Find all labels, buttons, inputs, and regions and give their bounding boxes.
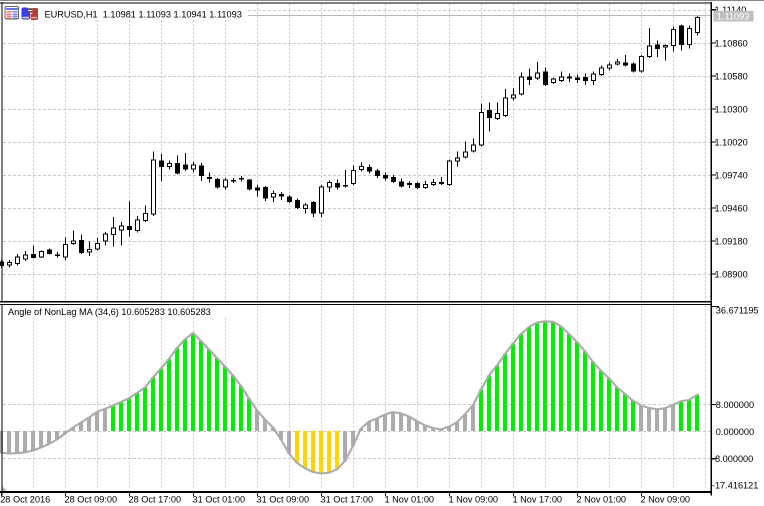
svg-text:2 Nov 01:00: 2 Nov 01:00 [577,494,627,504]
svg-text:28 Oct 2016: 28 Oct 2016 [0,494,50,504]
svg-text:28 Oct 09:00: 28 Oct 09:00 [65,494,118,504]
svg-text:1.09740: 1.09740 [715,170,748,180]
svg-text:1 Nov 01:00: 1 Nov 01:00 [385,494,435,504]
svg-text:1 Nov 17:00: 1 Nov 17:00 [513,494,563,504]
svg-text:0.000000: 0.000000 [716,427,754,437]
svg-text:31 Oct 17:00: 31 Oct 17:00 [321,494,374,504]
svg-text:-17.416121: -17.416121 [712,481,759,491]
svg-text:1.10300: 1.10300 [715,104,748,114]
svg-text:EURUSD,H1 1.10981 1.11093 1.1: EURUSD,H1 1.10981 1.11093 1.10941 1.1109… [45,10,242,20]
svg-text:1.10580: 1.10580 [715,71,748,81]
svg-text:36.671195: 36.671195 [716,306,759,316]
svg-text:-8.000000: -8.000000 [712,454,753,464]
svg-text:1.09460: 1.09460 [715,203,748,213]
svg-text:1.10860: 1.10860 [715,38,748,48]
svg-text:1.11140: 1.11140 [715,5,747,15]
svg-text:1 Nov 09:00: 1 Nov 09:00 [449,494,499,504]
svg-text:Angle of NonLag MA (34,6) 10.6: Angle of NonLag MA (34,6) 10.605283 10.6… [8,307,211,317]
svg-text:1.10020: 1.10020 [715,137,748,147]
svg-text:1.09180: 1.09180 [715,236,748,246]
svg-text:2 Nov 09:00: 2 Nov 09:00 [641,494,691,504]
svg-text:31 Oct 09:00: 31 Oct 09:00 [257,494,310,504]
svg-text:28 Oct 17:00: 28 Oct 17:00 [129,494,182,504]
svg-text:8.000000: 8.000000 [716,400,754,410]
svg-text:31 Oct 01:00: 31 Oct 01:00 [193,494,246,504]
svg-text:1.08900: 1.08900 [715,269,748,279]
svg-text:1.11093: 1.11093 [717,12,750,22]
